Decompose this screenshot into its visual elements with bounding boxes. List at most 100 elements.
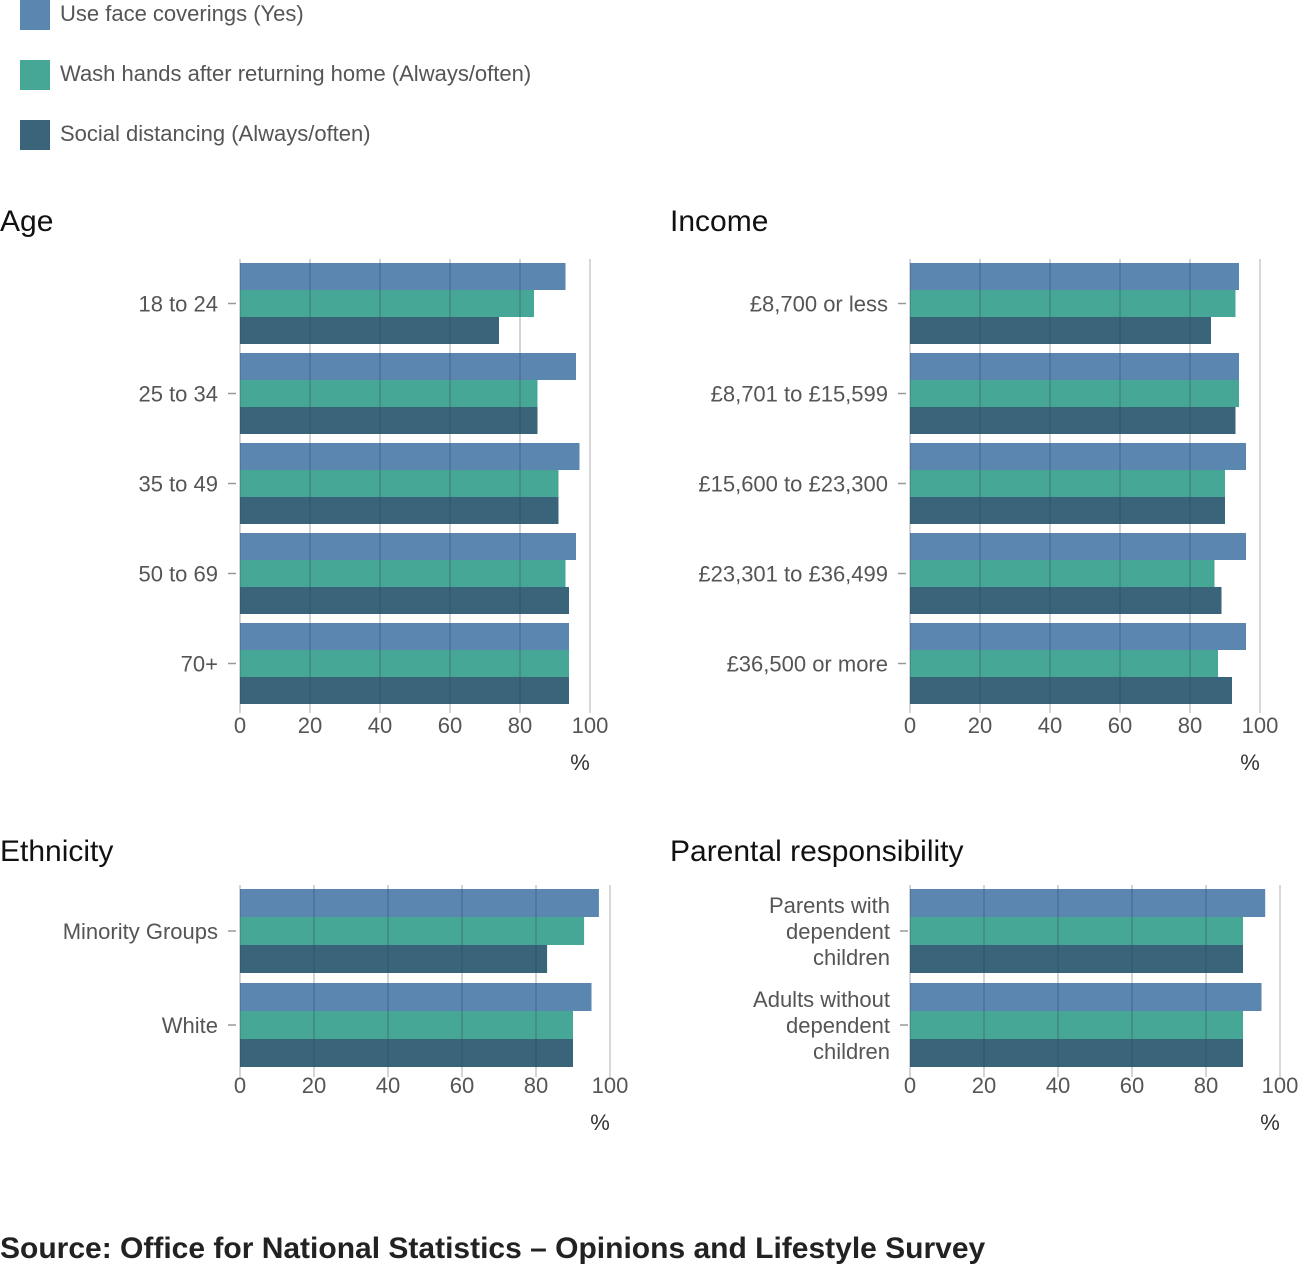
- category-label: £15,600 to £23,300: [698, 472, 888, 497]
- bar: [240, 317, 499, 344]
- legend-swatch: [20, 0, 50, 30]
- x-tick-label: 40: [1046, 1073, 1070, 1098]
- bar: [240, 1039, 573, 1067]
- bar: [240, 533, 576, 560]
- source-note: Source: Office for National Statistics –…: [0, 1232, 986, 1265]
- legend-label: Wash hands after returning home (Always/…: [60, 61, 532, 86]
- bar: [240, 1011, 573, 1039]
- bar: [910, 945, 1243, 973]
- bar: [240, 983, 592, 1011]
- x-tick-label: 20: [298, 713, 322, 738]
- bar: [910, 983, 1262, 1011]
- x-tick-label: 40: [368, 713, 392, 738]
- x-tick-label: 80: [508, 713, 532, 738]
- category-label: £8,701 to £15,599: [711, 382, 888, 407]
- bar: [240, 470, 559, 497]
- x-tick-label: 40: [376, 1073, 400, 1098]
- bar: [240, 945, 548, 973]
- bar: [240, 380, 538, 407]
- x-tick-label: 0: [234, 1073, 246, 1098]
- category-label: 70+: [181, 652, 218, 677]
- x-tick-label: 0: [234, 713, 246, 738]
- category-label: £23,301 to £36,499: [698, 562, 888, 587]
- bar: [910, 560, 1215, 587]
- chart-parental: Parents with dependent children Adults with…: [753, 885, 1298, 1135]
- chart-ethnicity: Minority Groups White 0 20 40 60 80 100%: [63, 885, 629, 1135]
- bar: [910, 497, 1225, 524]
- bar: [910, 1011, 1243, 1039]
- bar: [240, 353, 576, 380]
- category-label: Parents with dependent children: [769, 893, 890, 970]
- panel-title-parental: Parental responsibility: [670, 835, 964, 868]
- bar: [910, 1039, 1243, 1067]
- bar: [910, 623, 1246, 650]
- x-tick-label: 100: [1242, 713, 1279, 738]
- x-axis-unit: %: [590, 1110, 610, 1135]
- x-tick-label: 0: [904, 713, 916, 738]
- bar: [910, 470, 1225, 497]
- chart-age: 18 to 24 25 to 34 35 to 49 50 to 69 70+ 0 20 40…: [138, 259, 608, 775]
- category-label: 50 to 69: [138, 562, 218, 587]
- x-tick-label: 60: [1120, 1073, 1144, 1098]
- bar: [240, 889, 599, 917]
- x-axis-unit: %: [1260, 1110, 1280, 1135]
- legend-label: Use face coverings (Yes): [60, 1, 304, 26]
- bar: [240, 263, 566, 290]
- legend-swatch: [20, 60, 50, 90]
- x-tick-label: 80: [1178, 713, 1202, 738]
- bar: [240, 677, 569, 704]
- bar: [240, 407, 538, 434]
- x-tick-label: 80: [1194, 1073, 1218, 1098]
- bar: [240, 560, 566, 587]
- bar: [910, 317, 1211, 344]
- x-tick-label: 40: [1038, 713, 1062, 738]
- x-tick-label: 20: [968, 713, 992, 738]
- x-tick-label: 60: [1108, 713, 1132, 738]
- x-tick-label: 60: [450, 1073, 474, 1098]
- bar: [910, 587, 1222, 614]
- bar: [240, 443, 580, 470]
- x-axis-unit: %: [1240, 750, 1260, 775]
- bar: [240, 587, 569, 614]
- category-label: 25 to 34: [138, 382, 218, 407]
- x-tick-label: 0: [904, 1073, 916, 1098]
- category-label: White: [162, 1013, 218, 1038]
- bar: [910, 407, 1236, 434]
- bar: [240, 917, 585, 945]
- category-label: 35 to 49: [138, 472, 218, 497]
- panel-title-income: Income: [670, 205, 769, 238]
- bar: [240, 650, 569, 677]
- bar: [910, 443, 1246, 470]
- bar: [910, 263, 1239, 290]
- category-label: £36,500 or more: [727, 652, 888, 677]
- category-label: Minority Groups: [63, 919, 218, 944]
- bar: [910, 290, 1236, 317]
- x-axis-unit: %: [570, 750, 590, 775]
- chart-income: £8,700 or less £8,701 to £15,599 £15,600 t…: [698, 259, 1278, 775]
- category-label: 18 to 24: [138, 292, 218, 317]
- bar: [910, 650, 1218, 677]
- x-tick-label: 100: [1262, 1073, 1299, 1098]
- panel-title-age: Age: [0, 205, 54, 238]
- bar: [240, 497, 559, 524]
- x-tick-label: 100: [592, 1073, 629, 1098]
- bar: [910, 917, 1243, 945]
- x-tick-label: 80: [524, 1073, 548, 1098]
- bar: [240, 623, 569, 650]
- x-tick-label: 20: [302, 1073, 326, 1098]
- bar: [240, 290, 534, 317]
- bar: [910, 677, 1232, 704]
- legend-label: Social distancing (Always/often): [60, 121, 371, 146]
- x-tick-label: 100: [572, 713, 609, 738]
- category-label: Adults without dependent children: [753, 987, 890, 1064]
- bar: [910, 353, 1239, 380]
- panel-title-ethnicity: Ethnicity: [0, 835, 114, 868]
- x-tick-label: 60: [438, 713, 462, 738]
- legend-swatch: [20, 120, 50, 150]
- bar: [910, 533, 1246, 560]
- x-tick-label: 20: [972, 1073, 996, 1098]
- category-label: £8,700 or less: [750, 292, 888, 317]
- bar: [910, 889, 1266, 917]
- bar: [910, 380, 1239, 407]
